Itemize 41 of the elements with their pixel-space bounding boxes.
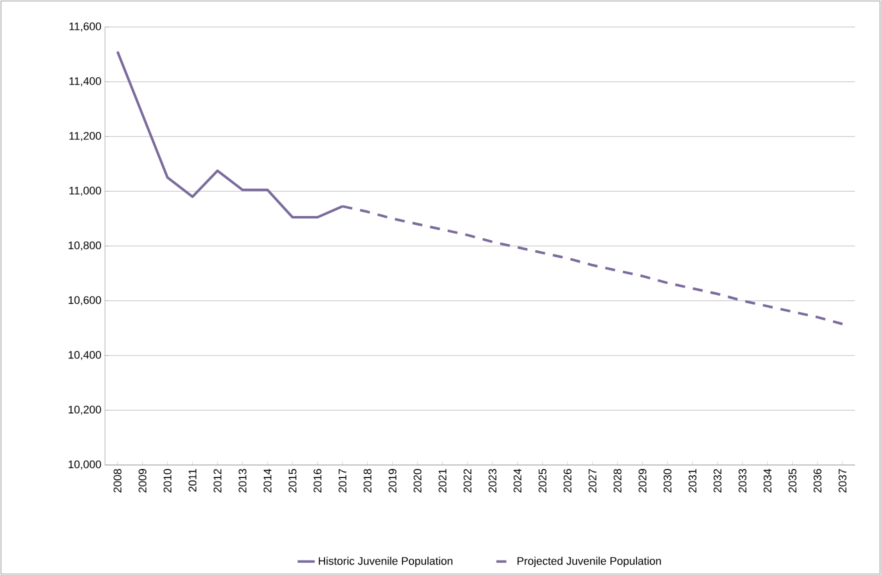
x-tick-label: 2029 <box>638 469 646 492</box>
y-tick-label: 10,000 <box>68 460 102 470</box>
x-tick-label: 2035 <box>788 469 796 492</box>
x-tick-label: 2013 <box>238 469 246 492</box>
x-tick-label: 2033 <box>738 469 746 492</box>
x-tick-label: 2026 <box>564 469 572 492</box>
x-tick-label: 2020 <box>414 468 422 492</box>
x-tick-label: 2009 <box>138 469 146 492</box>
x-tick-label: 2012 <box>214 469 222 492</box>
y-tick-label: 11,400 <box>69 77 102 86</box>
x-tick-label: 2036 <box>814 469 822 492</box>
x-tick-label: 2021 <box>438 469 446 492</box>
x-tick-label: 2010 <box>164 468 172 492</box>
x-tick-label: 2031 <box>688 469 696 492</box>
x-tick-label: 2022 <box>464 469 472 492</box>
y-tick-label: 10,400 <box>68 350 102 360</box>
y-tick-label: 10,600 <box>68 296 102 306</box>
x-tick-label: 2017 <box>338 469 346 492</box>
x-tick-label: 2018 <box>364 469 372 492</box>
y-tick-label: 11,600 <box>69 22 102 32</box>
x-tick-label: 2027 <box>588 469 596 492</box>
x-tick-label: 2024 <box>514 468 522 492</box>
x-tick-label: 2025 <box>538 469 546 492</box>
legend-label: Projected Juvenile Population <box>518 556 661 568</box>
y-tick-label: 11,000 <box>69 186 102 196</box>
x-tick-label: 2015 <box>288 469 296 492</box>
y-tick-label: 10,200 <box>68 406 102 415</box>
y-tick-label: 10,800 <box>68 241 102 251</box>
x-tick-label: 2016 <box>314 469 322 492</box>
x-tick-label: 2014 <box>264 468 272 492</box>
x-tick-label: 2023 <box>488 469 496 492</box>
x-tick-label: 2011 <box>188 469 196 492</box>
y-tick-label: 11,200 <box>69 132 102 142</box>
x-tick-label: 2034 <box>764 468 772 492</box>
x-tick-label: 2037 <box>838 469 846 492</box>
legend-label: Historic Juvenile Population <box>318 556 452 568</box>
x-tick-label: 2030 <box>664 468 672 492</box>
x-tick-label: 2032 <box>714 469 722 492</box>
x-tick-label: 2019 <box>388 469 396 492</box>
x-tick-label: 2008 <box>114 469 122 492</box>
x-tick-label: 2028 <box>614 469 622 492</box>
